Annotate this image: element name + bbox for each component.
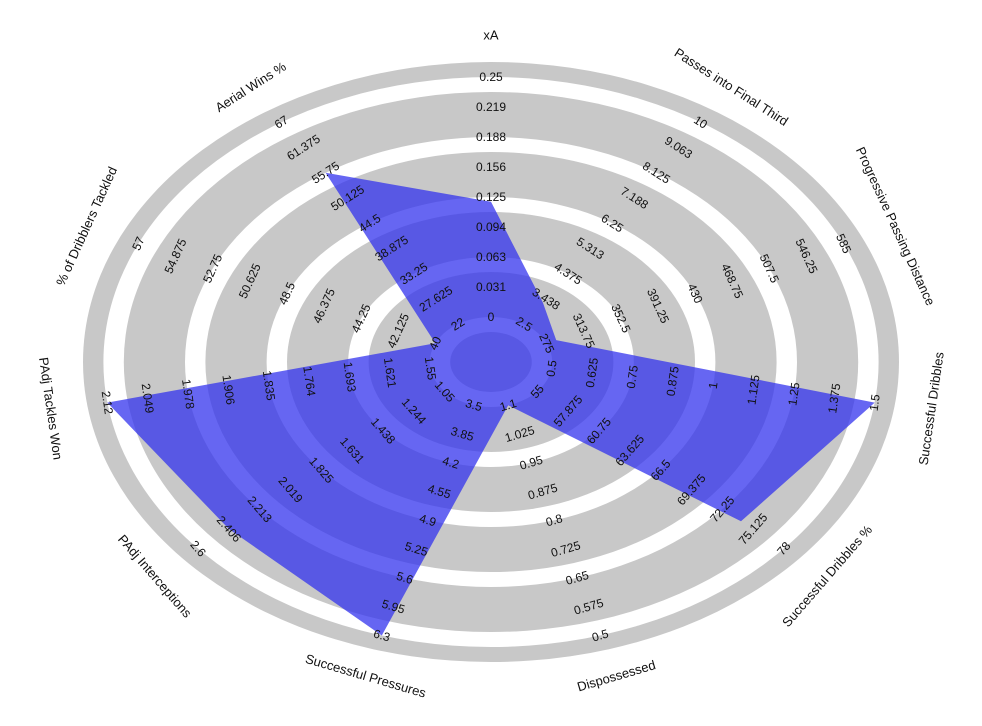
tick-label: 0.5 — [590, 626, 610, 644]
tick-label: 1.764 — [300, 365, 318, 397]
tick-label: 5.6 — [395, 569, 415, 587]
tick-label: 0 — [488, 310, 495, 324]
radar-polygon-layer — [107, 172, 875, 636]
tick-label: 2.049 — [139, 382, 157, 414]
param-label: Successful Pressures — [304, 651, 429, 701]
tick-label: 1.375 — [825, 382, 843, 414]
param-label: Dispossessed — [575, 657, 657, 694]
tick-label: 0.063 — [476, 250, 506, 264]
tick-label: 4.55 — [426, 481, 453, 501]
tick-label: 1.25 — [785, 381, 802, 406]
tick-label: 0.25 — [479, 70, 503, 84]
param-label: xA — [483, 28, 499, 43]
tick-label: 0.95 — [518, 453, 545, 473]
tick-label: 4.2 — [441, 454, 461, 472]
tick-label: 0.094 — [476, 220, 506, 234]
tick-label: 0.219 — [476, 100, 506, 114]
tick-label: 0.65 — [564, 568, 591, 588]
tick-label: 1.125 — [744, 374, 762, 406]
tick-label: 5.95 — [380, 597, 407, 617]
tick-label: 0.875 — [664, 365, 682, 397]
tick-label: 0.625 — [583, 357, 601, 389]
tick-label: 4.9 — [418, 511, 438, 529]
tick-label: 0.188 — [476, 130, 506, 144]
tick-label: 57 — [129, 234, 147, 252]
tick-label: 2.12 — [99, 390, 116, 415]
tick-label: 1.621 — [381, 357, 399, 389]
radar-polygon — [107, 172, 875, 636]
tick-label: 5.25 — [403, 539, 430, 559]
tick-label: 1.55 — [422, 356, 439, 381]
tick-label: 1.1 — [498, 396, 518, 414]
tick-label: 3.85 — [449, 424, 476, 444]
param-label: Successful Dribbles — [916, 350, 947, 466]
tick-label: 0.5 — [543, 359, 559, 378]
tick-label: 1.906 — [219, 374, 237, 406]
tick-label: 0.75 — [624, 364, 641, 389]
tick-label: 1.978 — [179, 378, 197, 410]
tick-label: 0.031 — [476, 280, 506, 294]
tick-label: 3.5 — [464, 396, 484, 414]
tick-label: 0.125 — [476, 190, 506, 204]
param-label: PAdj Tackles Won — [36, 356, 66, 460]
tick-label: 1.835 — [260, 370, 278, 402]
tick-label: 1.693 — [341, 361, 359, 393]
tick-label: 1.5 — [867, 393, 883, 412]
tick-label: 1 — [706, 381, 721, 390]
tick-label: 0.156 — [476, 160, 506, 174]
tick-label: 0.8 — [544, 511, 564, 529]
tick-label: 6.3 — [372, 626, 392, 644]
tick-label: 40 — [426, 334, 444, 352]
